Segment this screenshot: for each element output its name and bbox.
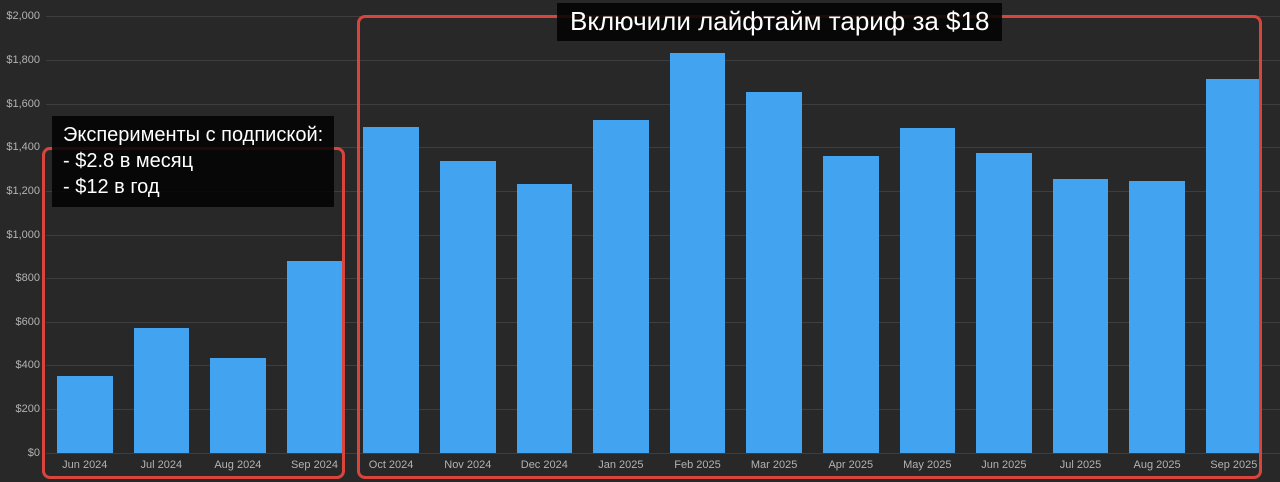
bar-oct-2024	[363, 126, 419, 453]
bar-sep-2025	[1206, 78, 1262, 453]
gridline	[46, 365, 1280, 367]
gridline	[46, 321, 1280, 323]
x-axis-tick-label: May 2025	[903, 459, 952, 471]
gridline	[46, 103, 1280, 105]
bar-mar-2025	[746, 91, 802, 453]
bar-nov-2024	[440, 161, 496, 453]
gridline	[46, 59, 1280, 61]
x-axis-tick-label: Aug 2024	[214, 459, 262, 471]
bar-jul-2024	[133, 328, 190, 453]
lifetime-annotation-text: Включили лайфтайм тариф за $18	[570, 6, 990, 36]
experiments-annotation-line-1: Эксперименты с подпиской:	[63, 124, 324, 146]
y-axis-tick-label: $800	[15, 272, 40, 285]
bar-jan-2025	[593, 119, 649, 453]
x-axis-tick-label: Sep 2025	[1210, 459, 1258, 471]
experiments-annotation-box: Эксперименты с подпиской: - $2.8 в месяц…	[52, 116, 335, 207]
lifetime-annotation-box: Включили лайфтайм тариф за $18	[557, 3, 1003, 41]
y-axis-tick-label: $1,200	[6, 184, 40, 197]
gridline	[46, 147, 1280, 149]
bar-apr-2025	[823, 155, 879, 453]
y-axis-tick-label: $1,600	[6, 97, 40, 110]
x-axis-tick-label: Jul 2024	[140, 459, 183, 471]
x-axis-tick-label: Nov 2024	[444, 459, 492, 471]
bar-dec-2024	[516, 184, 573, 453]
experiments-annotation-line-3: - $12 в год	[63, 176, 160, 198]
gridline	[46, 452, 1280, 454]
y-axis-tick-label: $1,800	[6, 53, 40, 66]
x-axis-tick-label: Dec 2024	[520, 459, 568, 471]
bar-jun-2024	[57, 376, 113, 453]
bar-feb-2025	[669, 53, 726, 453]
bar-aug-2024	[210, 357, 266, 453]
gridline	[46, 234, 1280, 236]
bar-aug-2025	[1129, 181, 1185, 453]
experiments-annotation-line-2: - $2.8 в месяц	[63, 150, 194, 172]
y-axis-tick-label: $2,000	[6, 10, 40, 23]
gridline	[46, 190, 1280, 192]
gridline	[46, 278, 1280, 280]
y-axis-tick-label: $600	[15, 315, 40, 328]
y-axis-tick-label: $1,000	[6, 228, 40, 241]
x-axis-tick-label: Apr 2025	[828, 459, 874, 471]
bar-sep-2024	[286, 260, 343, 453]
x-axis-tick-label: Mar 2025	[750, 459, 798, 471]
bar-may-2025	[899, 127, 956, 453]
x-axis-tick-label: Feb 2025	[674, 459, 721, 471]
x-axis-tick-label: Jun 2025	[981, 459, 1027, 471]
y-axis-tick-label: $400	[15, 359, 40, 372]
y-axis-tick-label: $1,400	[6, 141, 40, 154]
x-axis-tick-label: Jan 2025	[598, 459, 644, 471]
y-axis-tick-label: $200	[15, 403, 40, 416]
x-axis-tick-label: Jun 2024	[62, 459, 108, 471]
x-axis-tick-label: Sep 2024	[290, 459, 339, 471]
x-axis-tick-label: Aug 2025	[1133, 459, 1181, 471]
gridline	[46, 409, 1280, 411]
bar-jul-2025	[1052, 178, 1109, 453]
bar-jun-2025	[976, 152, 1032, 453]
x-axis-tick-label: Jul 2025	[1059, 459, 1102, 471]
y-axis-tick-label: $0	[27, 446, 40, 459]
x-axis-tick-label: Oct 2024	[368, 459, 414, 471]
